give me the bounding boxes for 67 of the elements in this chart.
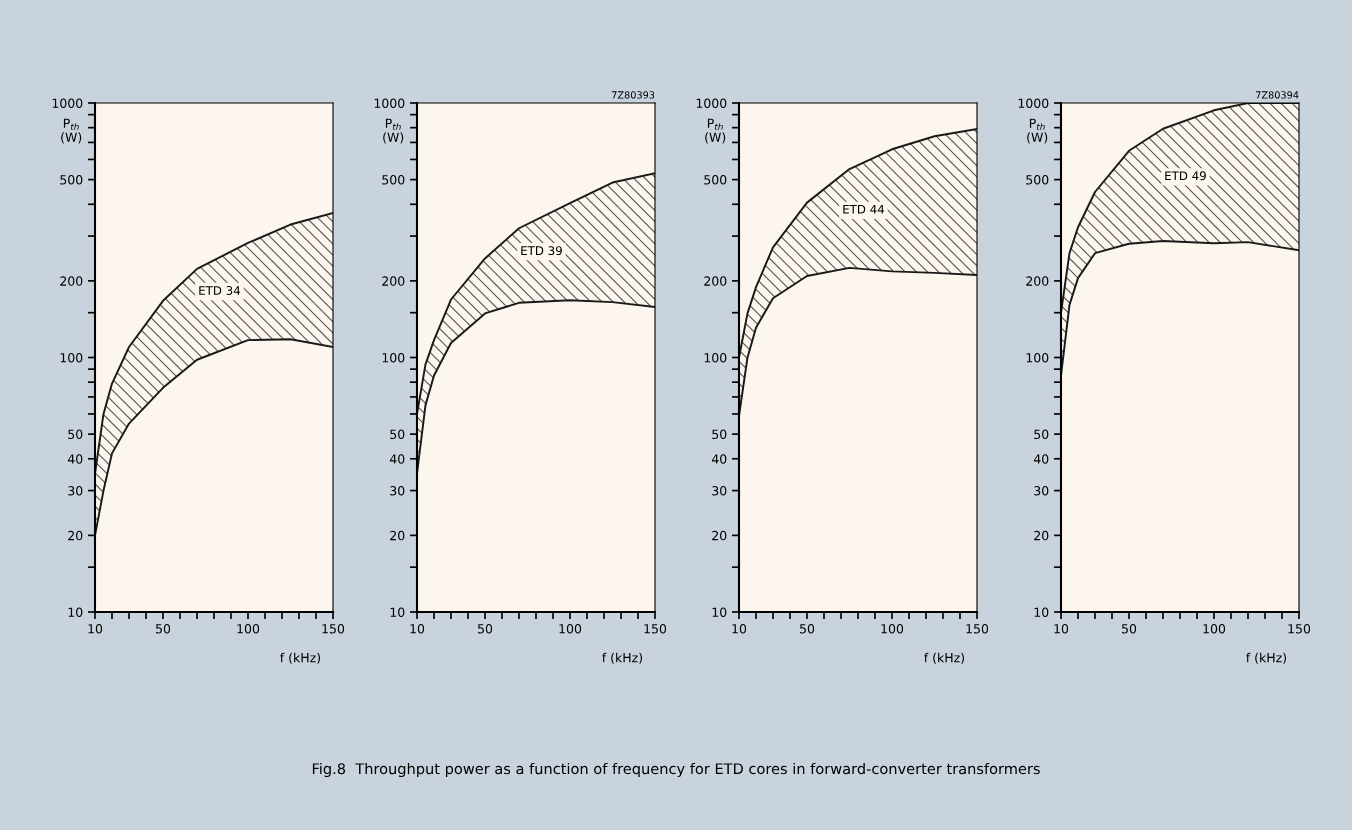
y-tick-label: 1000 — [374, 98, 405, 108]
y-tick-label: 50 — [68, 429, 83, 440]
x-tick-label: 50 — [1122, 624, 1137, 634]
text: 7Z80394 — [1256, 91, 1299, 99]
y-tick-label: 20 — [712, 530, 727, 541]
y-tick-label: 40 — [711, 454, 727, 464]
y-tick-label: 20 — [1034, 530, 1049, 541]
y-tick-label: 500 — [382, 175, 405, 185]
x-tick-label: 100 — [881, 624, 904, 634]
y-tick-label: 10 — [712, 607, 727, 617]
x-tick-label: 150 — [1288, 624, 1311, 634]
y-axis-title: P$_{th}$ (W) — [1027, 118, 1048, 144]
x-tick-label: 100 — [1203, 624, 1226, 634]
annotation: ETD 49 — [1165, 171, 1206, 181]
x-axis-title: f (kHz) — [1246, 652, 1287, 664]
annotation: ETD 34 — [199, 286, 241, 295]
y-tick-label: 100 — [704, 352, 727, 363]
x-tick-label: 150 — [644, 624, 667, 634]
x-tick-label: 10 — [410, 624, 425, 634]
y-tick-label: 500 — [1026, 175, 1049, 185]
y-tick-label: 40 — [1033, 454, 1049, 464]
y-tick-label: 1000 — [1018, 98, 1049, 108]
y-tick-label: 200 — [1026, 276, 1049, 286]
y-tick-label: 40 — [67, 454, 83, 464]
x-tick-label: 50 — [478, 624, 493, 634]
y-axis-title: P$_{th}$ (W) — [383, 118, 404, 144]
x-axis-title: f (kHz) — [602, 652, 643, 664]
y-tick-label: 10 — [390, 607, 405, 617]
y-tick-label: 30 — [68, 486, 83, 496]
y-tick-label: 10 — [1034, 607, 1049, 617]
y-tick-label: 40 — [389, 454, 405, 464]
y-tick-label: 500 — [60, 175, 83, 185]
annotation: ETD 44 — [843, 204, 885, 214]
y-axis-title: P$_{th}$ (W) — [61, 118, 82, 144]
x-tick-label: 10 — [88, 624, 103, 634]
x-tick-label: 50 — [156, 624, 171, 634]
y-tick-label: 30 — [1034, 486, 1049, 496]
x-tick-label: 50 — [800, 624, 815, 634]
x-tick-label: 100 — [237, 624, 260, 634]
x-tick-label: 10 — [732, 624, 747, 634]
y-tick-label: 20 — [68, 530, 83, 541]
y-tick-label: 1000 — [696, 98, 727, 108]
y-axis-title: P$_{th}$ (W) — [705, 118, 726, 144]
y-tick-label: 50 — [712, 429, 727, 440]
y-tick-label: 200 — [382, 276, 405, 286]
text: 7Z80393 — [612, 91, 655, 99]
annotation: ETD 39 — [521, 246, 562, 256]
y-tick-label: 500 — [704, 175, 727, 185]
y-tick-label: 20 — [390, 530, 405, 541]
x-tick-label: 150 — [966, 624, 989, 634]
y-tick-label: 100 — [60, 352, 83, 363]
y-tick-label: 10 — [68, 607, 83, 617]
y-tick-label: 200 — [60, 276, 83, 286]
y-tick-label: 30 — [712, 486, 727, 496]
y-tick-label: 100 — [382, 352, 405, 363]
y-tick-label: 100 — [1026, 352, 1049, 363]
x-axis-title: f (kHz) — [280, 652, 321, 664]
x-tick-label: 10 — [1054, 624, 1069, 634]
y-tick-label: 200 — [704, 276, 727, 286]
x-tick-label: 150 — [322, 624, 345, 634]
x-axis-title: f (kHz) — [924, 652, 965, 664]
y-tick-label: 50 — [390, 429, 405, 440]
y-tick-label: 50 — [1034, 429, 1049, 440]
x-tick-label: 100 — [559, 624, 582, 634]
y-tick-label: 30 — [390, 486, 405, 496]
text: Fig.8 Throughput power as a function of frequency for ETD cores in forward-converter transformers — [312, 762, 1040, 778]
y-tick-label: 1000 — [52, 98, 83, 108]
